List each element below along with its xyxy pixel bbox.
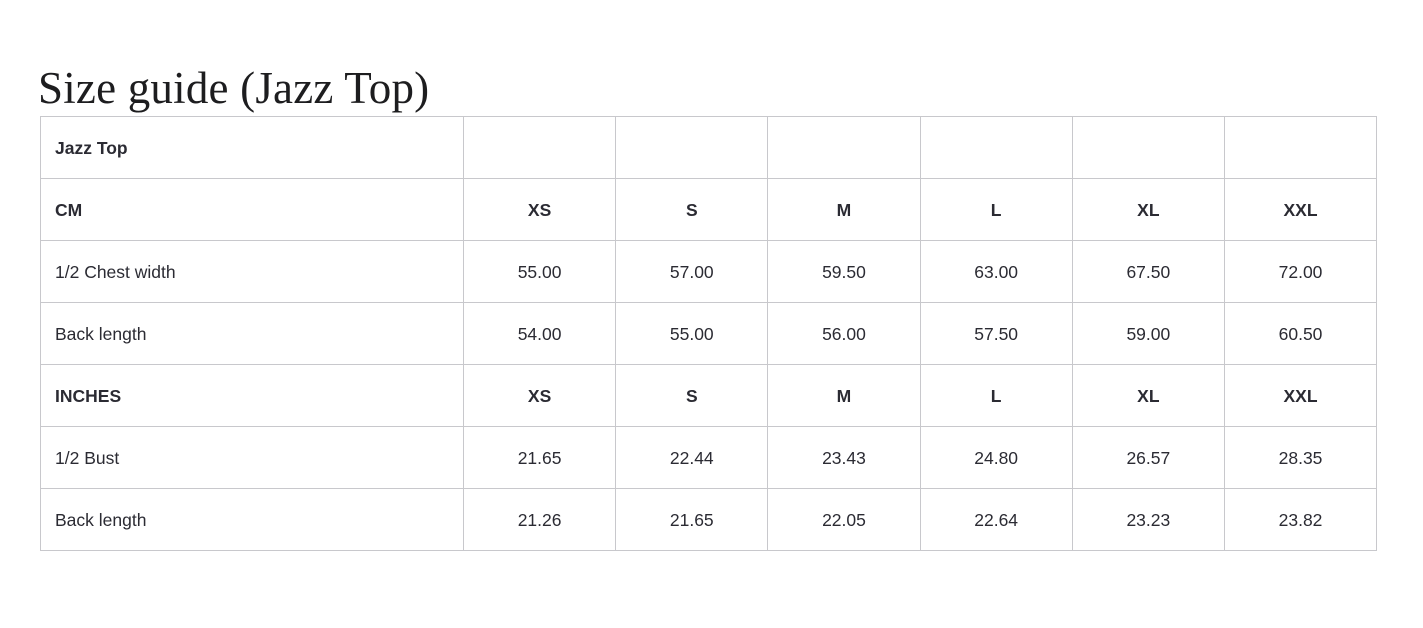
measurement-value: 57.50 xyxy=(919,302,1073,365)
measurement-label: Back length xyxy=(40,302,464,365)
measurement-value: 59.00 xyxy=(1071,302,1225,365)
table-row-header-cm: CM XS S M L XL XXL xyxy=(40,178,1378,241)
size-guide-table-container: Jazz Top CM XS S M L XL XXL xyxy=(40,116,1378,551)
empty-cell xyxy=(1071,116,1225,179)
unit-label-inches: INCHES xyxy=(40,364,464,427)
measurement-value: 22.05 xyxy=(767,488,921,551)
measurement-value: 59.50 xyxy=(767,240,921,303)
measurement-value: 63.00 xyxy=(919,240,1073,303)
measurement-value: 54.00 xyxy=(462,302,617,365)
measurement-value: 72.00 xyxy=(1223,240,1378,303)
measurement-value: 21.65 xyxy=(462,426,617,489)
measurement-label: 1/2 Bust xyxy=(40,426,464,489)
size-header-l: L xyxy=(919,364,1073,427)
size-header-m: M xyxy=(767,364,921,427)
measurement-value: 22.64 xyxy=(919,488,1073,551)
size-header-xxl: XXL xyxy=(1223,364,1378,427)
table-row: Jazz Top xyxy=(40,116,1378,179)
page-title: Size guide (Jazz Top) xyxy=(38,63,430,114)
size-header-m: M xyxy=(767,178,921,241)
measurement-value: 67.50 xyxy=(1071,240,1225,303)
measurement-value: 28.35 xyxy=(1223,426,1378,489)
empty-cell xyxy=(767,116,921,179)
size-header-s: S xyxy=(615,364,769,427)
measurement-label: Back length xyxy=(40,488,464,551)
empty-cell xyxy=(919,116,1073,179)
measurement-value: 23.43 xyxy=(767,426,921,489)
size-header-l: L xyxy=(919,178,1073,241)
table-row: 1/2 Bust 21.65 22.44 23.43 24.80 26.57 2… xyxy=(40,426,1378,489)
table-row-header-inches: INCHES XS S M L XL XXL xyxy=(40,364,1378,427)
measurement-value: 55.00 xyxy=(462,240,617,303)
measurement-value: 22.44 xyxy=(615,426,769,489)
size-header-xl: XL xyxy=(1071,178,1225,241)
table-row: 1/2 Chest width 55.00 57.00 59.50 63.00 … xyxy=(40,240,1378,303)
size-header-xs: XS xyxy=(462,364,617,427)
size-header-xl: XL xyxy=(1071,364,1225,427)
measurement-value: 57.00 xyxy=(615,240,769,303)
empty-cell xyxy=(1223,116,1378,179)
empty-cell xyxy=(615,116,769,179)
measurement-value: 26.57 xyxy=(1071,426,1225,489)
measurement-value: 60.50 xyxy=(1223,302,1378,365)
measurement-value: 21.65 xyxy=(615,488,769,551)
measurement-value: 55.00 xyxy=(615,302,769,365)
measurement-value: 24.80 xyxy=(919,426,1073,489)
product-name-cell: Jazz Top xyxy=(40,116,464,179)
measurement-value: 21.26 xyxy=(462,488,617,551)
measurement-value: 56.00 xyxy=(767,302,921,365)
table-row: Back length 21.26 21.65 22.05 22.64 23.2… xyxy=(40,488,1378,551)
size-guide-table: Jazz Top CM XS S M L XL XXL xyxy=(40,116,1378,551)
size-table-body: Jazz Top CM XS S M L XL XXL xyxy=(40,116,1378,551)
table-row: Back length 54.00 55.00 56.00 57.50 59.0… xyxy=(40,302,1378,365)
measurement-value: 23.82 xyxy=(1223,488,1378,551)
unit-label-cm: CM xyxy=(40,178,464,241)
empty-cell xyxy=(462,116,617,179)
size-header-xxl: XXL xyxy=(1223,178,1378,241)
size-header-s: S xyxy=(615,178,769,241)
size-header-xs: XS xyxy=(462,178,617,241)
measurement-value: 23.23 xyxy=(1071,488,1225,551)
measurement-label: 1/2 Chest width xyxy=(40,240,464,303)
